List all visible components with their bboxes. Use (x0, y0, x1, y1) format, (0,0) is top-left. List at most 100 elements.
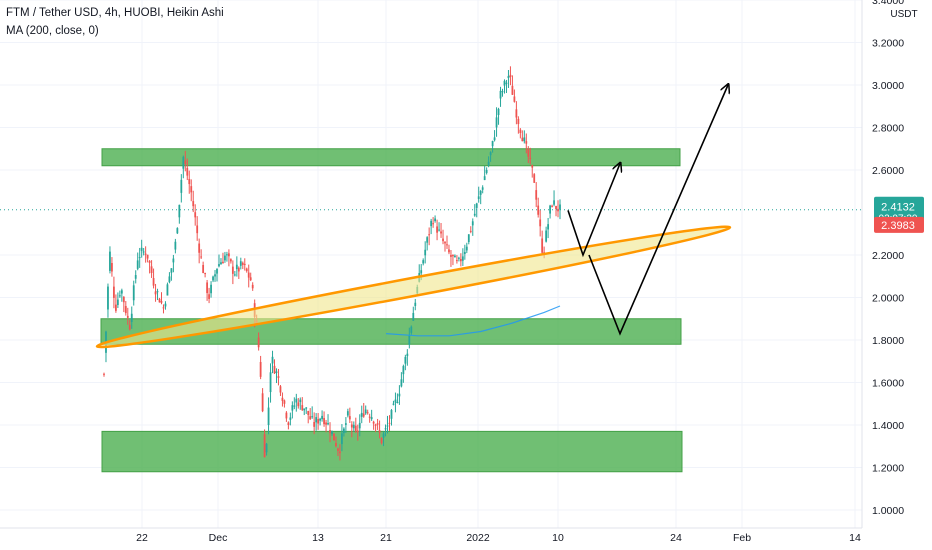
candle-body (243, 263, 246, 265)
candle-body (287, 422, 290, 425)
candle-body (400, 379, 403, 387)
candle-body (549, 205, 551, 214)
candle-body (111, 263, 113, 272)
candle-body (319, 418, 322, 421)
candle-body (372, 421, 375, 424)
candle-body (527, 148, 530, 157)
second-price-badge (874, 216, 924, 233)
candle-body (220, 262, 222, 265)
candle-body (192, 201, 195, 207)
candle-body (134, 275, 137, 279)
y-tick-label: 2.2000 (872, 250, 904, 262)
candle-body (247, 272, 250, 278)
candle-body (297, 402, 300, 407)
candle-body (136, 260, 139, 269)
price-axis-bg (862, 0, 932, 550)
candle-body (426, 237, 429, 243)
candle-body (408, 335, 411, 345)
candle-body (333, 433, 335, 441)
candle-body (525, 141, 528, 144)
candle-body (202, 264, 205, 273)
candle-body (557, 208, 559, 212)
candle-body (303, 408, 306, 411)
candle-body (459, 258, 462, 262)
candle-body (168, 276, 171, 283)
candle-body (150, 266, 153, 273)
candle-body (422, 260, 425, 264)
candle-body (196, 225, 199, 234)
candle-body (216, 268, 218, 274)
candle-body (241, 262, 244, 265)
candle-body (553, 200, 555, 205)
candle-body (535, 190, 538, 200)
candle-body (325, 422, 327, 425)
candle-body (370, 417, 373, 420)
candle-body (146, 254, 149, 259)
candle-body (291, 405, 294, 411)
candle-body (529, 157, 532, 159)
candle-body (406, 353, 409, 357)
candle-body (394, 399, 397, 403)
candle-body (224, 255, 226, 261)
candle-body (271, 356, 274, 364)
candle-body (283, 400, 286, 404)
candle-body (174, 241, 177, 250)
candle-body (440, 231, 442, 234)
candle-body (545, 230, 548, 242)
candle-body (479, 190, 482, 195)
candle-body (122, 296, 125, 303)
candles-group (103, 66, 561, 461)
candle-body (475, 203, 478, 208)
candle-body (438, 229, 440, 231)
candle-body (457, 257, 460, 259)
candle-body (265, 443, 268, 453)
candle-body (186, 167, 189, 176)
candle-body (259, 361, 262, 377)
candle-body (503, 80, 506, 86)
candle-body (118, 295, 121, 297)
candle-body (344, 423, 347, 425)
candle-body (382, 433, 385, 438)
candle-body (384, 428, 387, 430)
candle-body (513, 96, 516, 102)
y-tick-label: 3.2000 (872, 38, 904, 50)
y-tick-label: 2.0000 (872, 293, 904, 305)
candle-body (448, 249, 450, 253)
candle-body (471, 221, 474, 226)
y-tick-label: 1.4000 (872, 420, 904, 432)
candle-body (467, 234, 470, 243)
candle-body (495, 117, 498, 128)
candle-body (212, 276, 214, 281)
candle-body (228, 253, 230, 257)
candle-body (229, 259, 232, 262)
candle-body (450, 254, 452, 257)
x-tick-label: 24 (670, 532, 682, 544)
x-tick-label: 13 (312, 532, 324, 544)
projection-arrow-long (588, 85, 728, 336)
candle-body (555, 205, 557, 210)
x-tick-label: Feb (733, 532, 751, 544)
candle-body (537, 205, 540, 215)
candle-body (251, 284, 254, 289)
candle-body (204, 273, 207, 275)
y-tick-label: 1.6000 (872, 378, 904, 390)
candle-body (313, 422, 316, 427)
chart-legend: FTM / Tether USD, 4h, HUOBI, Heikin Ashi… (6, 4, 224, 40)
candle-body (354, 425, 357, 431)
candle-body (279, 386, 282, 393)
candle-body (130, 313, 133, 322)
candle-body (358, 422, 361, 429)
candle-body (317, 419, 320, 424)
candle-body (194, 212, 197, 218)
axis-corner (862, 528, 932, 550)
candle-body (477, 196, 480, 199)
candle-body (436, 226, 438, 233)
candle-body (114, 304, 117, 311)
candle-body (180, 179, 183, 193)
candle-body (378, 430, 381, 433)
candle-body (172, 258, 175, 263)
legend-ma-indicator: MA (200, close, 0) (6, 25, 99, 37)
candle-body (463, 251, 466, 254)
